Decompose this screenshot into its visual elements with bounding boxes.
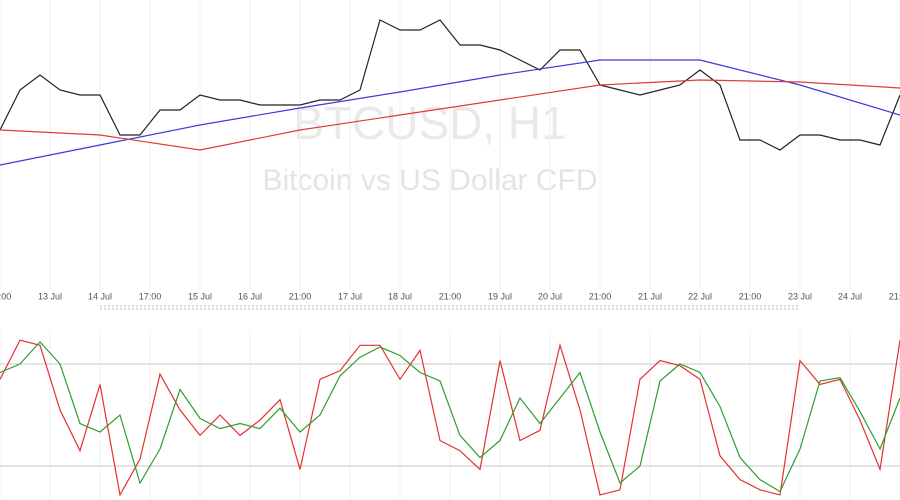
x-tick-label: 23 Jul xyxy=(788,291,812,301)
x-tick-label: 19 Jul xyxy=(488,291,512,301)
x-tick-label: 13 Jul xyxy=(38,291,62,301)
x-tick-label: 21:00 xyxy=(439,291,462,301)
x-tick-label: 21:00 xyxy=(589,291,612,301)
series-line xyxy=(0,341,900,493)
x-tick-label: 14 Jul xyxy=(88,291,112,301)
series-line xyxy=(0,19,900,151)
x-tick-label: 21:00 xyxy=(889,291,900,301)
x-tick-label: 16 Jul xyxy=(238,291,262,301)
series-line xyxy=(0,339,900,497)
x-tick-label: 21:00 xyxy=(289,291,312,301)
series-line xyxy=(0,59,900,166)
x-tick-label: 24 Jul xyxy=(838,291,862,301)
x-tick-label: 21:00 xyxy=(0,291,11,301)
x-tick-label: 15 Jul xyxy=(188,291,212,301)
x-tick-label: 22 Jul xyxy=(688,291,712,301)
x-tick-label: 21 Jul xyxy=(638,291,662,301)
series-line xyxy=(0,79,900,151)
x-tick-label: 17:00 xyxy=(139,291,162,301)
x-tick-label: 20 Jul xyxy=(538,291,562,301)
x-tick-label: 17 Jul xyxy=(338,291,362,301)
watermark-description: Bitcoin vs US Dollar CFD xyxy=(262,164,597,197)
x-tick-label: 21:00 xyxy=(739,291,762,301)
x-tick-label: 18 Jul xyxy=(388,291,412,301)
watermark-symbol: BTCUSD, H1 xyxy=(293,97,566,149)
